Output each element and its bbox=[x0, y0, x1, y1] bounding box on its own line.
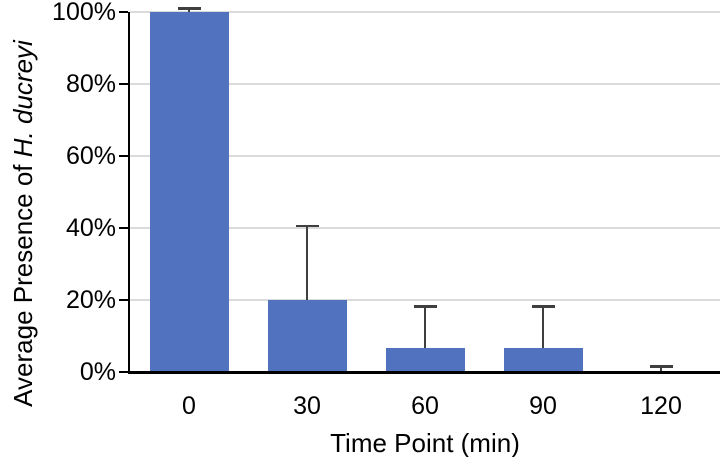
gridline bbox=[130, 83, 720, 85]
x-tick-label: 120 bbox=[640, 392, 682, 420]
y-axis-tick bbox=[119, 154, 128, 158]
error-bar-cap bbox=[295, 224, 319, 228]
bar-60min bbox=[385, 347, 465, 372]
x-tick-label: 90 bbox=[529, 392, 557, 420]
error-bar-cap bbox=[649, 365, 673, 368]
y-tick-label: 100% bbox=[52, 0, 116, 26]
bar-30min bbox=[267, 300, 347, 372]
x-tick-label: 60 bbox=[411, 392, 439, 420]
gridline bbox=[130, 11, 720, 13]
y-axis-tick bbox=[119, 370, 128, 374]
y-axis-tick bbox=[119, 298, 128, 302]
gridline bbox=[130, 299, 720, 301]
y-axis-tick bbox=[119, 226, 128, 230]
error-bar-line bbox=[187, 8, 191, 12]
bar-0min bbox=[149, 12, 229, 372]
y-tick-label: 40% bbox=[65, 213, 116, 242]
error-bar-cap bbox=[413, 305, 437, 308]
error-bar-cap bbox=[531, 305, 555, 308]
y-axis-tick bbox=[119, 10, 128, 14]
y-tick-label: 80% bbox=[65, 69, 116, 98]
x-tick-label: 0 bbox=[182, 392, 196, 420]
error-bar-cap bbox=[177, 7, 201, 10]
error-bar-line bbox=[305, 226, 309, 300]
error-bar-line bbox=[541, 306, 545, 348]
x-tick-label: 30 bbox=[293, 392, 321, 420]
gridline bbox=[130, 227, 720, 229]
x-axis-line bbox=[127, 371, 720, 374]
gridline bbox=[130, 155, 720, 157]
y-axis-tick bbox=[119, 82, 128, 86]
y-tick-label: 20% bbox=[65, 285, 116, 314]
bar-90min bbox=[503, 347, 583, 372]
y-axis-line bbox=[127, 12, 130, 372]
y-axis-title-species: H. ducreyi bbox=[8, 40, 38, 158]
y-tick-label: 60% bbox=[65, 141, 116, 170]
error-bar-line bbox=[659, 366, 663, 372]
error-bar-line bbox=[423, 306, 427, 348]
y-tick-label: 0% bbox=[79, 357, 116, 386]
x-axis-title: Time Point (min) bbox=[330, 428, 520, 457]
